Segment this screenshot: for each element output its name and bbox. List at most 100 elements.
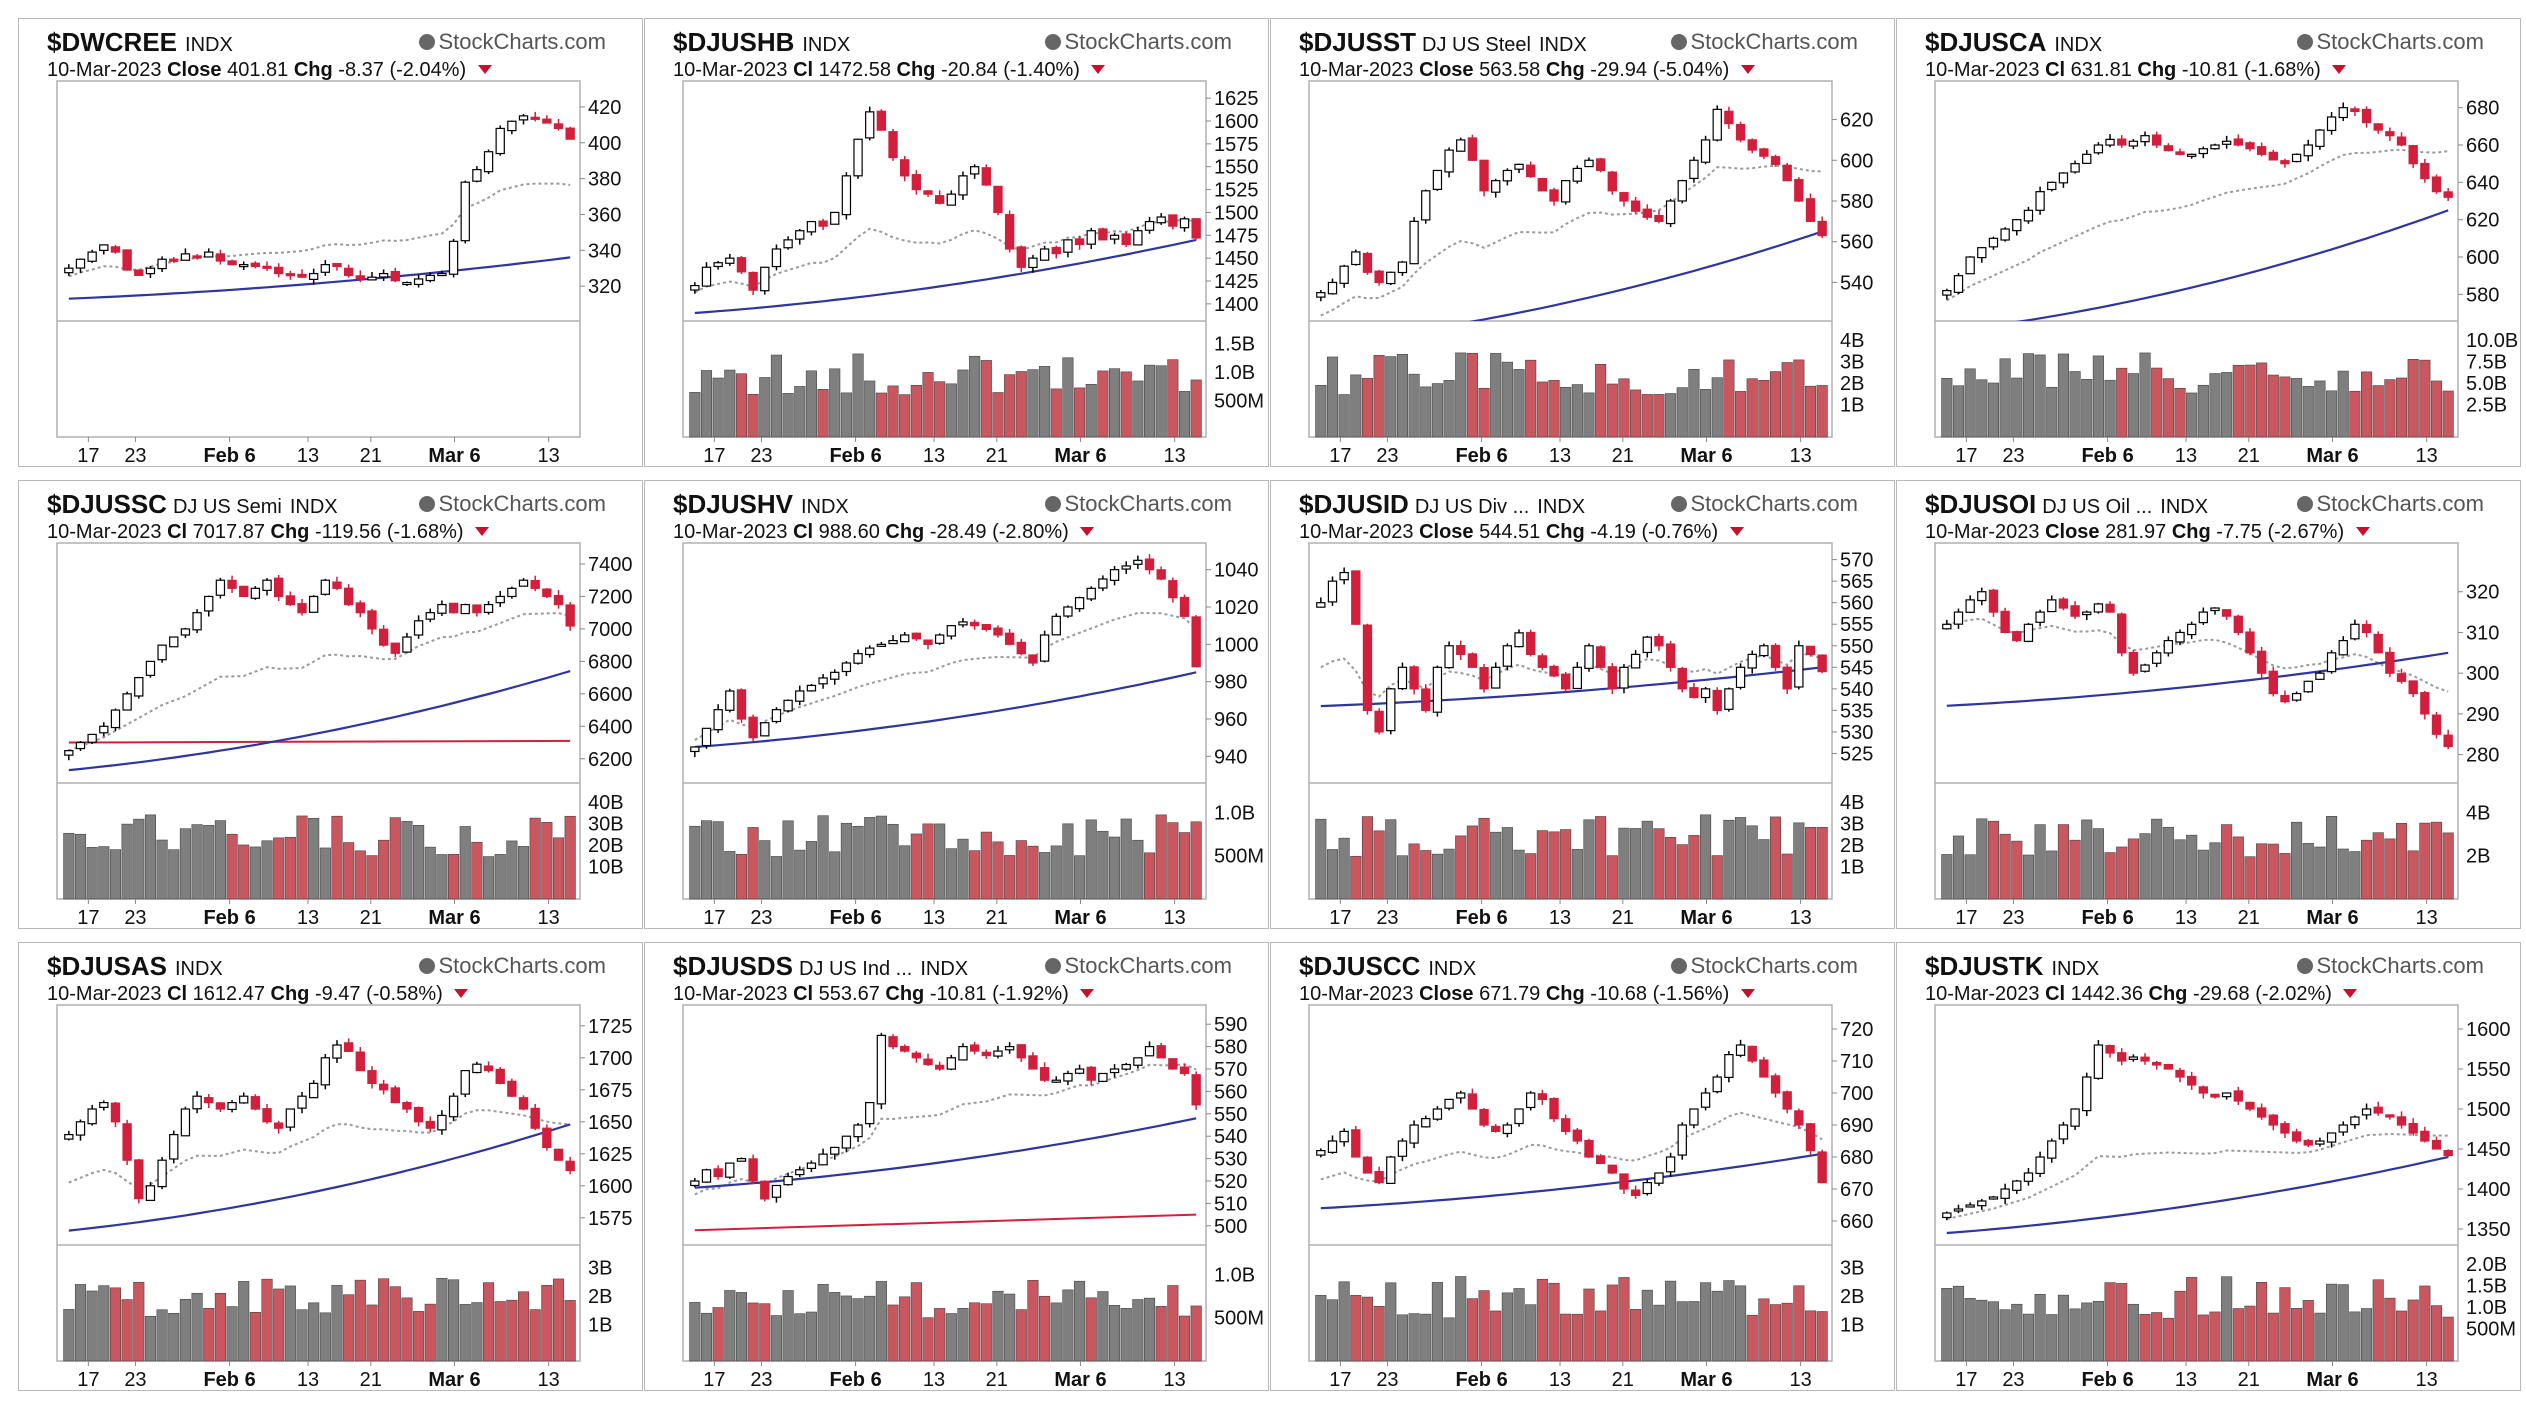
chart-symbol: $DJUSHV INDX <box>673 489 849 520</box>
candle-body <box>981 167 991 186</box>
candle-body <box>507 120 517 132</box>
candle-body <box>748 1158 758 1182</box>
candle-body <box>1074 597 1085 610</box>
volume-bar <box>2349 851 2361 900</box>
candle-body <box>1735 123 1746 141</box>
brand-watermark: StockCharts.com <box>1044 491 1232 517</box>
volume-bar <box>2034 824 2046 900</box>
volume-bar <box>1015 371 1027 438</box>
brand-text: StockCharts.com <box>2316 491 2485 516</box>
candle-body <box>390 1087 400 1104</box>
price-tick-label: 7200 <box>588 586 633 608</box>
chart-panel[interactable]: $DJUSCC INDX StockCharts.com 10-Mar-2023 Cl… <box>1270 942 1895 1391</box>
candle-body <box>853 1124 863 1138</box>
volume-bar <box>168 849 180 900</box>
price-pane <box>64 1038 575 1232</box>
candle-body <box>169 636 179 648</box>
chart-svg: 1575 1600 1625 1650 1675 1700 1725 1B 2B 3B 17 23 Fe… <box>56 1004 633 1391</box>
chart-symbol: $DJUSID DJ US Div ... INDX <box>1299 489 1585 520</box>
candle-body <box>1168 214 1178 227</box>
chart-panel[interactable]: $DWCREE INDX StockCharts.com 10-Mar-2023 Cl… <box>18 18 643 467</box>
x-tick-label: 13 <box>1789 1369 1811 1391</box>
chart-svg: 6200 6400 6600 6800 7000 7200 7400 10B20B30B40B… <box>56 542 633 928</box>
volume-bar <box>2116 846 2128 900</box>
volume-bar <box>1804 827 1817 900</box>
candle-body <box>1712 1076 1722 1093</box>
close-label: Close <box>2045 521 2100 543</box>
candle-body <box>830 211 840 225</box>
candle-body <box>841 175 852 216</box>
x-tick-label: 23 <box>750 445 772 467</box>
candle-body <box>1677 180 1687 202</box>
chart-symbol: $DJUSSC DJ US Semi INDX <box>47 489 338 520</box>
volume-bar <box>2314 1312 2326 1362</box>
volume-bar <box>2139 1314 2151 1362</box>
price-tick-label: 6400 <box>588 716 633 738</box>
price-tick-label: 540 <box>1214 1126 1247 1148</box>
price-tick-label: 540 <box>1840 272 1873 294</box>
volume-tick-label: 2B <box>2466 846 2490 868</box>
candle-body <box>934 634 945 644</box>
candle-body <box>2198 1086 2209 1094</box>
candle-body <box>981 1051 991 1057</box>
volume-bar <box>308 1302 320 1362</box>
candle-body <box>1086 230 1096 245</box>
price-tick-label: 1425 <box>1214 271 1259 293</box>
volume-bar <box>1571 1313 1583 1362</box>
volume-bar <box>1571 849 1583 900</box>
candle-body <box>1109 234 1120 240</box>
candle-body <box>332 1044 342 1059</box>
chart-panel[interactable]: $DJUSID DJ US Div ... INDX StockCharts.com 1… <box>1270 480 1895 929</box>
candle-body <box>495 595 505 604</box>
volume-bar <box>840 392 852 438</box>
ma-short-line <box>68 1109 571 1191</box>
chart-panel[interactable]: $DJUSTK INDX StockCharts.com 10-Mar-2023 Cl… <box>1896 942 2521 1391</box>
candle-body <box>783 239 793 249</box>
candle-body <box>1004 214 1015 250</box>
chart-panel[interactable]: $DJUSSC DJ US Semi INDX StockCharts.com 10-M… <box>18 480 643 929</box>
candle-body <box>1654 635 1664 647</box>
symbol-text: $DWCREE <box>47 27 178 57</box>
symbol-text: $DJUSSC <box>47 489 167 519</box>
candle-body <box>64 267 74 274</box>
candle-body <box>1109 569 1120 581</box>
volume-bar <box>1455 1276 1467 1362</box>
candle-body <box>1700 688 1711 699</box>
chart-panel[interactable]: $DJUSCA INDX StockCharts.com 10-Mar-2023 Cl… <box>1896 18 2521 467</box>
candle-body <box>1502 645 1513 667</box>
candle-body <box>2443 734 2453 748</box>
chart-panel[interactable]: $DJUSHV INDX StockCharts.com 10-Mar-2023 Cl… <box>644 480 1269 929</box>
x-tick-label: 13 <box>923 445 945 467</box>
candle-body <box>2175 151 2185 155</box>
down-arrow-icon <box>475 527 490 536</box>
x-tick-label: 13 <box>537 1369 559 1391</box>
volume-bar <box>934 823 946 900</box>
volume-bar <box>308 817 320 900</box>
volume-bar <box>2046 1314 2058 1362</box>
x-tick-label: Feb 6 <box>1455 445 1507 467</box>
symbol-text: $DJUSHB <box>673 27 795 57</box>
symbol-text: $DJUSHV <box>673 489 793 519</box>
volume-bar <box>319 847 331 900</box>
candle-body <box>2350 623 2360 640</box>
candle-body <box>2012 219 2022 232</box>
brand-logo-icon <box>418 34 435 50</box>
volume-bar <box>2092 1300 2104 1362</box>
chart-panel[interactable]: $DJUSAS INDX StockCharts.com 10-Mar-2023 Cl… <box>18 942 643 1391</box>
candle-body <box>2373 123 2383 131</box>
volume-bar <box>1711 377 1723 438</box>
volume-bar <box>2057 824 2069 900</box>
volume-bar <box>2361 371 2373 438</box>
chart-panel[interactable]: $DJUSHB INDX StockCharts.com 10-Mar-2023 Cl… <box>644 18 1269 467</box>
price-tick-label: 6200 <box>588 749 633 771</box>
candle-body <box>99 725 109 734</box>
volume-bar <box>1804 385 1817 438</box>
chart-panel[interactable]: $DJUSST DJ US Steel INDX StockCharts.com 10-… <box>1270 18 1895 467</box>
candle-body <box>888 131 898 159</box>
volume-tick-label: 1B <box>588 1315 612 1337</box>
chart-panel[interactable]: $DJUSOI DJ US Oil ... INDX StockCharts.com 1… <box>1896 480 2521 929</box>
volume-bar <box>1431 853 1443 900</box>
chart-panel[interactable]: $DJUSDS DJ US Ind ... INDX StockCharts.com 1… <box>644 942 1269 1391</box>
candle-body <box>969 166 980 175</box>
brand-text: StockCharts.com <box>1690 29 1859 54</box>
